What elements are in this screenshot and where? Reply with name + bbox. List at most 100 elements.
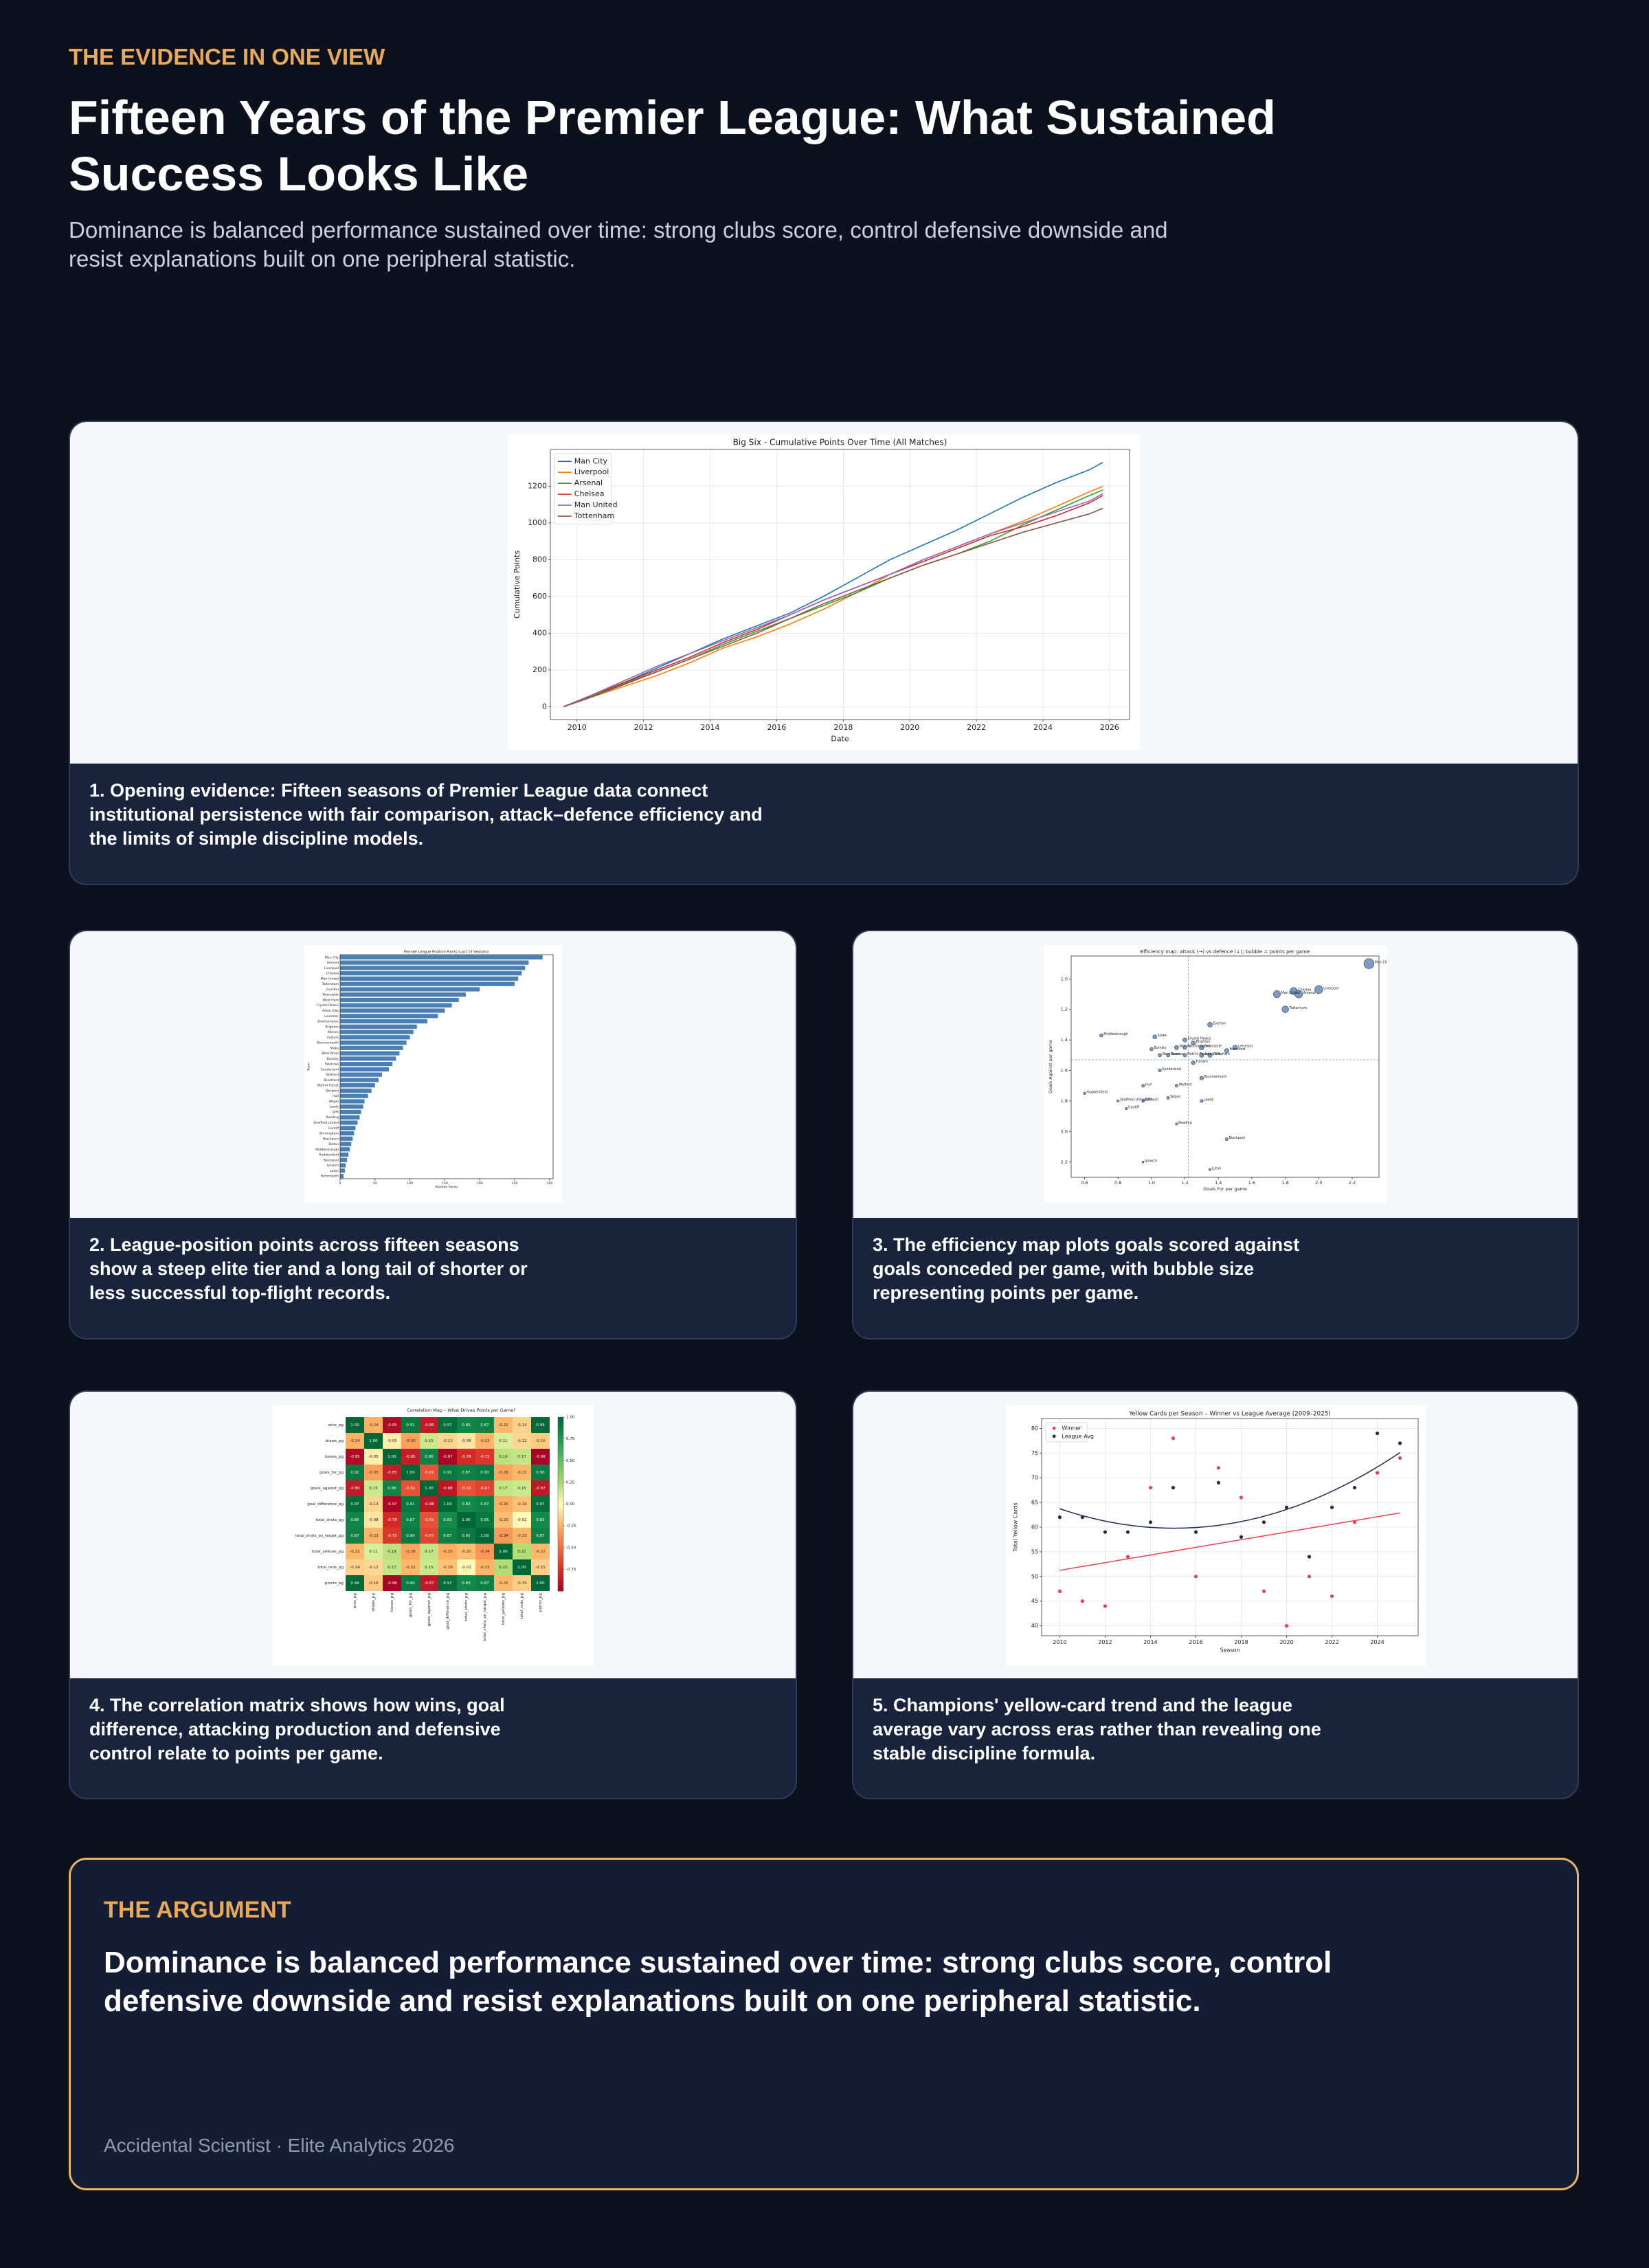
cell-label: -0.22 — [535, 1550, 545, 1554]
chart-title: Premier League Position Points (Last 15 … — [403, 950, 489, 954]
bar — [339, 1168, 345, 1173]
bubble — [1125, 1107, 1128, 1111]
heatmap-cell — [382, 1512, 401, 1528]
bar — [339, 1024, 417, 1029]
colorbar-segment — [557, 1513, 563, 1516]
heatmap-cell — [493, 1465, 513, 1480]
y-tick-label: Blackpool — [323, 1158, 338, 1162]
cell-label: -0.34 — [480, 1550, 490, 1554]
point — [1284, 1624, 1288, 1628]
y-tick-label: West Ham — [322, 998, 339, 1002]
bubble — [1174, 1084, 1178, 1088]
colorbar-segment — [557, 1570, 563, 1575]
colorbar-segment — [557, 1565, 563, 1568]
colorbar-segment — [557, 1524, 563, 1528]
cell-label: 1.00 — [480, 1534, 489, 1538]
point — [1125, 1530, 1130, 1534]
point — [1148, 1485, 1152, 1490]
heatmap-cell — [401, 1417, 420, 1433]
cell-label: -0.22 — [350, 1550, 359, 1554]
cell-label: -0.25 — [498, 1502, 508, 1507]
point — [1398, 1441, 1402, 1445]
bar — [339, 981, 515, 986]
cell-label: 0.87 — [443, 1534, 452, 1538]
bar — [339, 1040, 407, 1045]
bar — [339, 1051, 399, 1056]
y-tick-label: Leeds — [329, 1105, 339, 1109]
caption: 4. The correlation matrix shows how wins… — [89, 1695, 505, 1764]
bar — [339, 992, 466, 997]
cell-label: -0.19 — [442, 1566, 453, 1570]
colorbar-segment — [557, 1495, 563, 1499]
bar — [339, 976, 518, 981]
bar — [339, 1078, 379, 1082]
bubble — [1209, 1168, 1211, 1171]
heatmap-cell — [456, 1559, 475, 1575]
colorbar-segment — [557, 1425, 563, 1430]
legend-label: Tottenham — [574, 511, 614, 520]
point — [1125, 1555, 1130, 1559]
point-label: Brentford — [1230, 1047, 1246, 1052]
colorbar-segment — [557, 1480, 563, 1485]
heatmap-cell — [382, 1528, 401, 1544]
colorbar-segment — [557, 1452, 563, 1456]
x-tick-label: 50 — [372, 1181, 377, 1186]
y-tick-label: Tottenham — [321, 982, 339, 986]
heatmap-cell — [419, 1544, 438, 1559]
chart-title: Yellow Cards per Season – Winner vs Leag… — [1128, 1410, 1331, 1417]
heatmap-cell — [401, 1496, 420, 1512]
colorbar-segment — [557, 1559, 563, 1563]
line-series — [563, 485, 1103, 708]
colorbar-segment — [557, 1463, 563, 1467]
x-tick-label: 2024 — [1370, 1639, 1384, 1645]
x-tick-label: total_yellows_pg — [502, 1593, 506, 1625]
cell-label: -0.28 — [498, 1471, 508, 1475]
x-tick-label: 200 — [476, 1181, 482, 1186]
x-tick-label: 2024 — [1033, 723, 1053, 732]
colorbar-segment — [557, 1428, 563, 1432]
legend-swatch — [1052, 1426, 1056, 1430]
heatmap-cell — [345, 1575, 364, 1591]
point — [1216, 1480, 1220, 1485]
heatmap-cell — [456, 1496, 475, 1512]
heatmap-cell — [382, 1559, 401, 1575]
point-label: Sheffield United — [1120, 1098, 1146, 1102]
y-tick-label: Stoke — [330, 1046, 339, 1050]
heatmap-cell — [456, 1575, 475, 1591]
point-label: Reading — [1178, 1121, 1191, 1125]
x-tick-label: goal_difference_pg — [446, 1593, 450, 1630]
line-series — [563, 493, 1103, 708]
y-tick-label: Portsmouth — [320, 1175, 338, 1179]
cell-label: 0.87 — [350, 1534, 359, 1538]
x-tick-label: 2016 — [767, 723, 786, 732]
heatmap-cell — [493, 1417, 513, 1433]
heatmap-cell — [530, 1544, 550, 1559]
y-tick-label: 75 — [1031, 1450, 1037, 1456]
y-tick-label: Nott'm Forest — [317, 1084, 338, 1088]
y-tick-label: 1000 — [528, 518, 547, 527]
bubble — [1166, 1053, 1171, 1058]
point-label: Hull — [1145, 1082, 1152, 1087]
heatmap-cell — [363, 1433, 383, 1449]
point — [1375, 1471, 1379, 1475]
cell-label: -0.97 — [442, 1455, 453, 1459]
bubble — [1191, 1060, 1196, 1065]
chart-title: Efficiency map: attack (→) vs defence (↓… — [1141, 948, 1310, 955]
bubble — [1174, 1045, 1179, 1050]
bubble — [1294, 990, 1303, 999]
cell-label: 0.87 — [480, 1502, 489, 1507]
cell-label: -0.87 — [424, 1581, 434, 1586]
bar — [339, 1142, 351, 1146]
y-tick-label: Norwich — [326, 1089, 339, 1093]
cell-label: 1.00 — [443, 1502, 452, 1507]
legend-label: Man City — [574, 456, 608, 465]
bubble — [1273, 990, 1281, 998]
heatmap-cell — [419, 1465, 438, 1480]
x-tick-label: 2.2 — [1349, 1180, 1356, 1186]
colorbar-segment — [557, 1507, 563, 1511]
x-tick-label: 2018 — [833, 723, 853, 732]
x-tick-label: 1.4 — [1215, 1180, 1222, 1186]
y-tick-label: Leicester — [324, 1014, 339, 1019]
point-label: Nott'm Forest — [1187, 1052, 1210, 1056]
